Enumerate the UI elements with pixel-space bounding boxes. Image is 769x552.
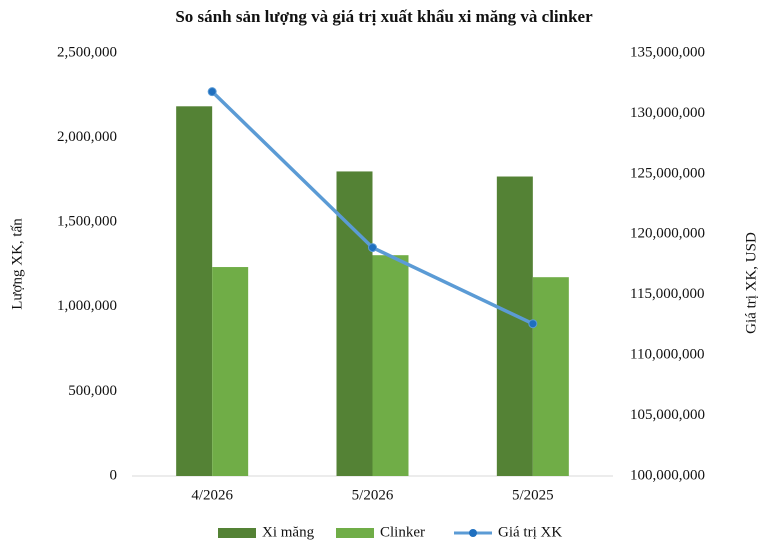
y2-tick-label: 100,000,000 [630, 467, 705, 483]
y-tick-label: 2,500,000 [57, 44, 117, 60]
y2-tick-label: 105,000,000 [630, 407, 705, 423]
bar [336, 171, 373, 476]
y2-tick-label: 130,000,000 [630, 105, 705, 121]
bar [372, 255, 409, 476]
y-tick-label: 1,500,000 [57, 214, 117, 230]
y2-axis-label: Giá trị XK, USD [743, 232, 759, 334]
y-axis-label: Lượng XK, tấn [9, 218, 25, 310]
y-tick-label: 0 [110, 467, 118, 483]
bar [496, 176, 533, 477]
chart-title: So sánh sản lượng và giá trị xuất khẩu x… [175, 7, 593, 26]
y-tick-label: 2,000,000 [57, 129, 117, 145]
bar [212, 267, 249, 476]
y-tick-label: 500,000 [68, 383, 117, 399]
bar [176, 106, 213, 476]
legend-swatch [336, 528, 374, 538]
line-marker [368, 243, 377, 253]
x-tick-label: 5/2026 [352, 487, 394, 503]
legend-swatch [218, 528, 256, 538]
legend-swatch [469, 529, 477, 537]
y2-tick-label: 135,000,000 [630, 44, 705, 60]
y2-tick-label: 125,000,000 [630, 165, 705, 181]
y-tick-label: 1,000,000 [57, 298, 117, 314]
y2-tick-label: 110,000,000 [630, 347, 704, 363]
x-tick-label: 5/2025 [512, 487, 554, 503]
legend-label: Xi măng [262, 524, 315, 540]
line-marker [528, 319, 538, 329]
bar [532, 277, 569, 476]
y2-tick-label: 120,000,000 [630, 226, 705, 242]
legend-label: Giá trị XK [498, 524, 562, 540]
legend-label: Clinker [380, 524, 425, 540]
x-tick-label: 4/2026 [191, 487, 233, 503]
y2-tick-label: 115,000,000 [630, 286, 704, 302]
line-marker [207, 87, 217, 97]
